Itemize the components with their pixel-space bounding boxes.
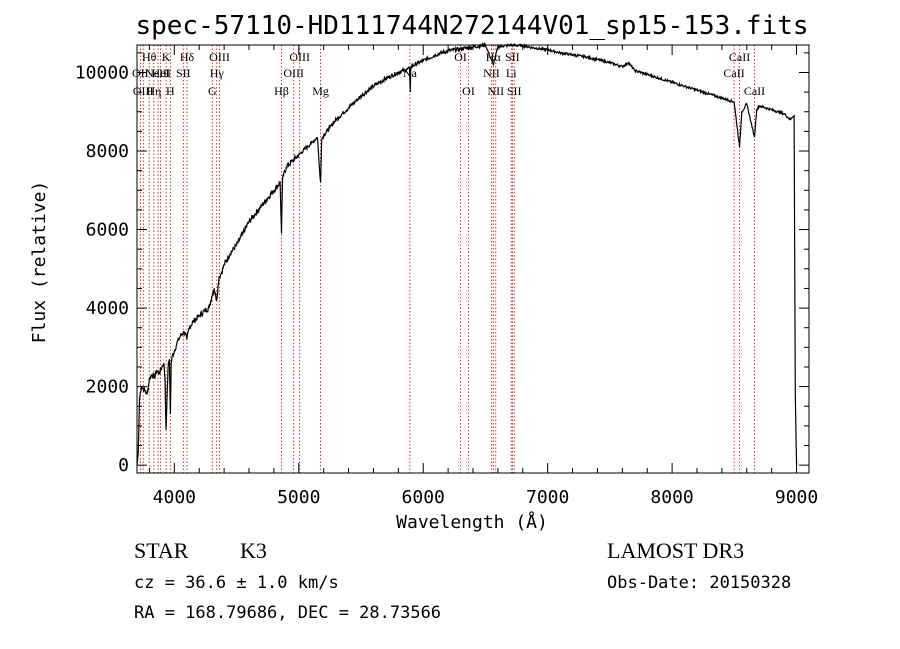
- line-label: CaII: [723, 66, 744, 80]
- flux-series-line: [136, 41, 798, 466]
- line-label: Mg: [312, 84, 329, 98]
- y-tick-label: 6000: [86, 220, 129, 241]
- line-label: G: [208, 84, 217, 98]
- x-axis-title: Wavelength (Å): [396, 511, 548, 533]
- subclass: K3: [240, 538, 267, 563]
- line-label: Hη: [146, 84, 161, 98]
- obs-date: Obs-Date: 20150328: [607, 573, 792, 593]
- x-tick-label: 6000: [402, 487, 445, 508]
- line-label: SII: [507, 84, 522, 98]
- line-label: NII: [487, 84, 504, 98]
- x-tick-label: 8000: [650, 487, 693, 508]
- line-label: OIII: [289, 50, 310, 64]
- chart-title: spec-57110-HD111744N272144V01_sp15-153.f…: [135, 11, 808, 41]
- line-label: OIII: [283, 66, 304, 80]
- line-label: OIII: [209, 50, 230, 64]
- line-label: H: [166, 84, 175, 98]
- y-tick-label: 0: [118, 455, 129, 476]
- plot-frame: [136, 44, 810, 474]
- redshift-text: cz = 36.6 ± 1.0 km/s: [134, 573, 339, 593]
- line-label: Hα: [486, 50, 502, 64]
- line-label: CaII: [729, 50, 750, 64]
- survey-name: LAMOST DR3: [607, 538, 745, 563]
- line-label: OI: [462, 84, 475, 98]
- y-tick-label: 8000: [86, 141, 129, 162]
- line-label: Li: [506, 66, 517, 80]
- line-label: Hβ: [274, 84, 289, 98]
- y-axis-title: Flux (relative): [29, 181, 50, 344]
- y-tick-label: 4000: [86, 298, 129, 319]
- line-label: OIII: [133, 84, 154, 98]
- y-tick-label: 10000: [75, 62, 129, 83]
- line-label: Hγ: [210, 66, 225, 80]
- y-tick-label: 2000: [86, 377, 129, 398]
- line-label: CaII: [744, 84, 765, 98]
- line-label: NeIII: [145, 66, 171, 80]
- x-tick-label: 5000: [277, 487, 320, 508]
- axis-ticks: 4000 5000 6000 7000 8000 9000 0 2000 4000 6000 800…: [75, 45, 818, 508]
- spectral-line-labels: OIIOIIIHθHηNeIIIHeIKHSIIHδGHγOIIIHβOIIIO…: [132, 50, 765, 98]
- spectral-line-markers: [139, 45, 755, 473]
- line-label: Hδ: [180, 50, 195, 64]
- line-label: Hθ: [142, 50, 157, 64]
- line-label: HeI: [152, 66, 170, 80]
- line-label: SII: [176, 66, 191, 80]
- line-label: NII: [483, 66, 500, 80]
- line-label: OI: [454, 50, 467, 64]
- line-label: SII: [505, 50, 520, 64]
- x-tick-label: 9000: [775, 487, 818, 508]
- coordinates: RA = 168.79686, DEC = 28.73566: [134, 603, 442, 623]
- x-tick-label: 7000: [526, 487, 569, 508]
- line-label: K: [162, 50, 171, 64]
- line-label: OII: [132, 66, 149, 80]
- object-type: STAR: [134, 538, 189, 563]
- x-tick-label: 4000: [153, 487, 196, 508]
